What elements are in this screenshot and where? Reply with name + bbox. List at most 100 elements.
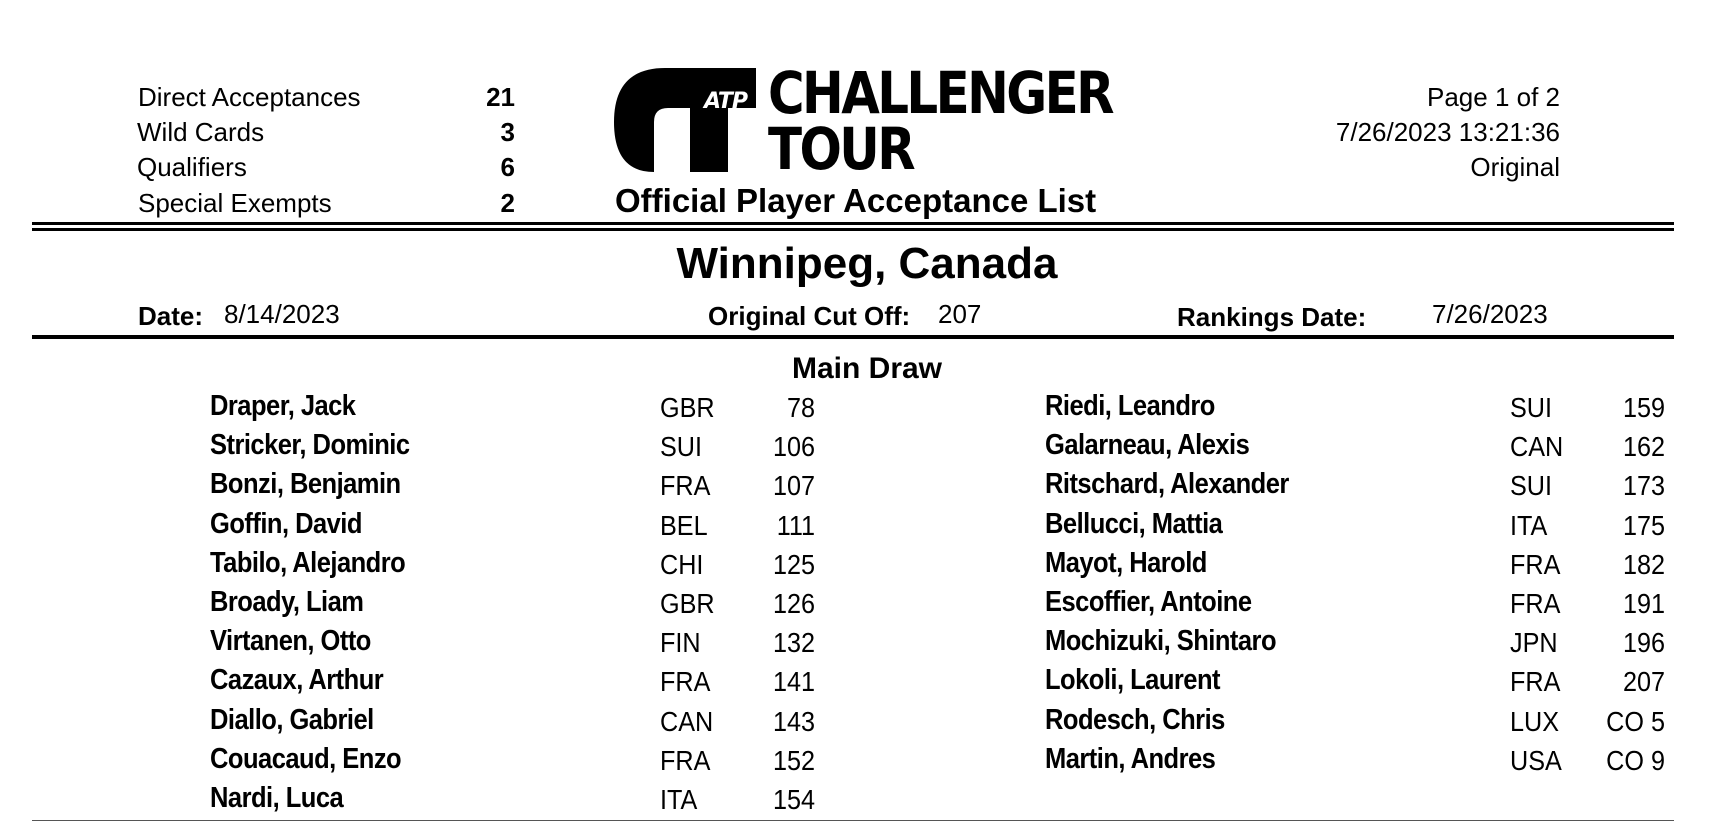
player-ranking: 162 [1622,431,1665,463]
player-country: FRA [1510,666,1561,698]
player-row: Martin, Andres USA CO 9 [1045,743,1675,782]
player-row: Riedi, Leandro SUI 159 [1045,390,1675,429]
player-country: FRA [660,470,711,502]
player-ranking: 107 [772,470,815,502]
player-ranking: 132 [772,627,815,659]
player-name: Mochizuki, Shintaro [1045,625,1277,658]
player-ranking: 106 [772,431,815,463]
player-name: Cazaux, Arthur [210,664,384,697]
logo-wordmark-line1: CHALLENGER [768,59,1115,127]
player-list-right: Riedi, Leandro SUI 159 Galarneau, Alexis… [1045,390,1675,782]
main-draw-title: Main Draw [791,352,943,385]
player-name: Broady, Liam [210,585,364,618]
player-ranking: 152 [772,744,815,776]
player-name: Couacaud, Enzo [210,742,402,775]
player-name: Goffin, David [210,507,362,540]
player-ranking: 125 [772,548,815,580]
player-country: CHI [660,548,704,580]
direct-acceptances-count: 21 [486,82,515,112]
player-row: Diallo, Gabriel CAN 143 [210,704,830,743]
player-ranking: 143 [772,705,815,737]
wild-cards-count: 3 [500,117,515,147]
document-title: Official Player Acceptance List [615,182,1097,219]
player-country: LUX [1510,705,1560,737]
player-row: Escoffier, Antoine FRA 191 [1045,586,1675,625]
player-country: FRA [1510,587,1561,619]
player-name: Virtanen, Otto [210,625,371,658]
player-country: SUI [660,431,703,463]
player-name: Martin, Andres [1045,742,1216,775]
player-ranking: 196 [1622,627,1665,659]
player-country: GBR [660,392,715,423]
direct-acceptances-label: Direct Acceptances [138,82,361,112]
player-row: Draper, Jack GBR 78 [210,390,830,429]
player-ranking: 111 [776,509,815,541]
player-country: CAN [1510,431,1564,463]
player-country: BEL [660,509,708,541]
player-name: Tabilo, Alejandro [210,546,406,579]
player-ranking: CO 9 [1606,744,1665,776]
player-country: FRA [660,666,711,698]
player-list-left: Draper, Jack GBR 78 Stricker, Dominic SU… [210,390,830,821]
player-row: Virtanen, Otto FIN 132 [210,625,830,664]
player-row: Goffin, David BEL 111 [210,508,830,547]
player-row: Nardi, Luca ITA 154 [210,782,830,821]
qualifiers-label: Qualifiers [137,152,247,182]
player-name: Galarneau, Alexis [1045,429,1250,462]
date-label: Date: [138,301,204,331]
challenger-logo-mark [614,68,756,172]
player-ranking: 173 [1622,470,1665,502]
player-country: FRA [1510,548,1561,580]
player-ranking: 78 [786,392,815,423]
player-row: Ritschard, Alexander SUI 173 [1045,468,1675,507]
header-divider-bottom [32,228,1674,231]
player-name: Escoffier, Antoine [1045,585,1252,618]
player-ranking: 182 [1622,548,1665,580]
wild-cards-label: Wild Cards [137,117,265,147]
player-name: Mayot, Harold [1045,546,1207,579]
player-row: Tabilo, Alejandro CHI 125 [210,547,830,586]
player-row: Lokoli, Laurent FRA 207 [1045,664,1675,703]
player-country: FRA [660,744,711,776]
cutoff-value: 207 [938,299,982,329]
player-row: Broady, Liam GBR 126 [210,586,830,625]
player-row: Bellucci, Mattia ITA 175 [1045,508,1675,547]
player-ranking: CO 5 [1606,705,1665,737]
page-indicator: Page 1 of 2 [1427,82,1560,112]
player-row: Galarneau, Alexis CAN 162 [1045,429,1675,468]
player-country: USA [1510,744,1562,776]
player-ranking: 191 [1622,587,1665,619]
player-name: Lokoli, Laurent [1045,664,1221,697]
info-divider [32,335,1674,339]
player-row: Stricker, Dominic SUI 106 [210,429,830,468]
player-ranking: 126 [772,587,815,619]
player-row: Mayot, Harold FRA 182 [1045,547,1675,586]
player-country: SUI [1510,392,1553,423]
player-row: Bonzi, Benjamin FRA 107 [210,468,830,507]
player-name: Bellucci, Mattia [1045,507,1223,540]
header-divider-top [32,222,1674,225]
player-name: Bonzi, Benjamin [210,468,401,501]
cutoff-label: Original Cut Off: [708,301,911,331]
date-value: 8/14/2023 [224,299,340,329]
player-country: FIN [660,627,701,659]
special-exempts-count: 2 [500,188,515,218]
player-name: Nardi, Luca [210,781,344,814]
report-version: Original [1470,152,1560,182]
player-name: Draper, Jack [210,390,356,422]
atp-logo-text: ATP [704,89,748,114]
player-name: Ritschard, Alexander [1045,468,1289,501]
player-ranking: 154 [772,783,815,815]
player-row: Cazaux, Arthur FRA 141 [210,664,830,703]
tournament-city: Winnipeg, Canada [676,239,1058,288]
player-country: SUI [1510,470,1553,502]
logo-wordmark-line2: TOUR [768,115,916,183]
challenger-tour-logo: ATP [610,64,760,174]
player-ranking: 159 [1622,392,1665,423]
player-name: Stricker, Dominic [210,429,410,462]
player-ranking: 207 [1622,666,1665,698]
player-row: Rodesch, Chris LUX CO 5 [1045,704,1675,743]
player-country: ITA [660,783,698,815]
player-row: Mochizuki, Shintaro JPN 196 [1045,625,1675,664]
report-timestamp: 7/26/2023 13:21:36 [1335,117,1560,147]
